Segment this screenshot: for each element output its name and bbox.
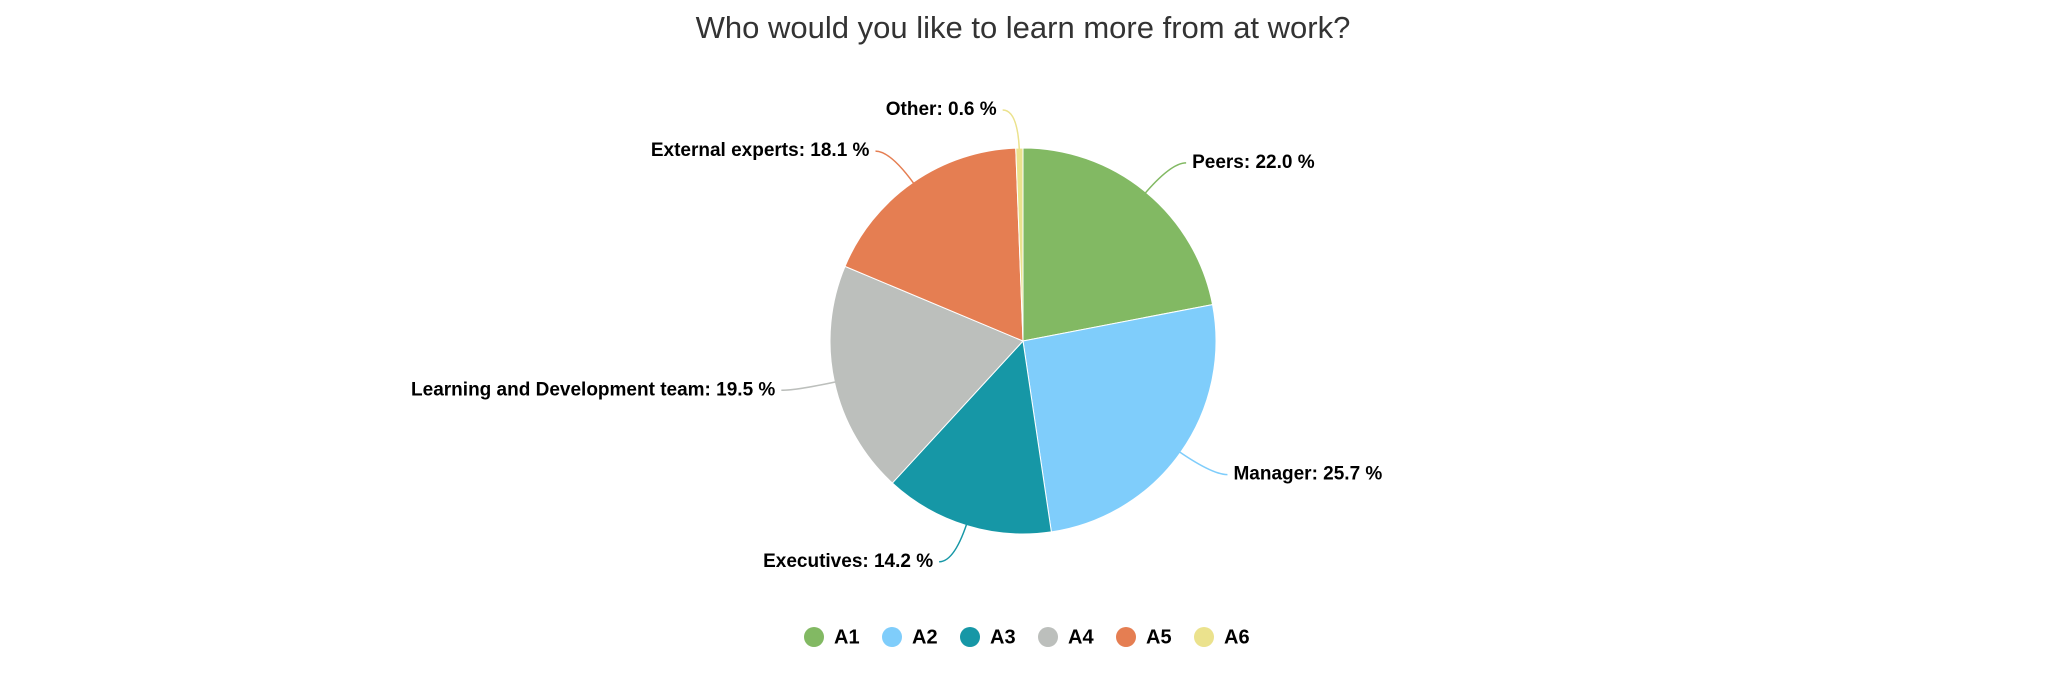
data-label: Learning and Development team: 19.5 % <box>411 379 775 400</box>
leader-line <box>1140 162 1187 199</box>
legend-label: A6 <box>1224 626 1250 648</box>
chart-title: Who would you like to learn more from at… <box>696 10 1351 45</box>
legend-marker <box>882 627 902 647</box>
legend-marker <box>1116 627 1136 647</box>
data-label: Other: 0.6 % <box>886 99 997 120</box>
leader-line <box>1002 109 1021 157</box>
legend-label: A1 <box>834 626 860 648</box>
legend-marker <box>1194 627 1214 647</box>
legend-label: A5 <box>1146 626 1172 648</box>
pie-slice <box>1022 303 1217 533</box>
legend-marker <box>804 627 824 647</box>
leader-line <box>1173 447 1228 476</box>
legend-marker <box>1038 627 1058 647</box>
leader-line <box>781 379 843 392</box>
legend-marker <box>960 627 980 647</box>
leader-line <box>939 517 970 563</box>
data-label: Executives: 14.2 % <box>763 551 933 572</box>
data-label: External experts: 18.1 % <box>651 140 870 161</box>
legend-label: A4 <box>1068 626 1094 648</box>
legend-label: A2 <box>912 626 938 648</box>
leader-line <box>875 150 919 190</box>
legend-label: A3 <box>990 626 1016 648</box>
data-label: Peers: 22.0 % <box>1192 152 1315 173</box>
data-label: Manager: 25.7 % <box>1233 464 1382 485</box>
